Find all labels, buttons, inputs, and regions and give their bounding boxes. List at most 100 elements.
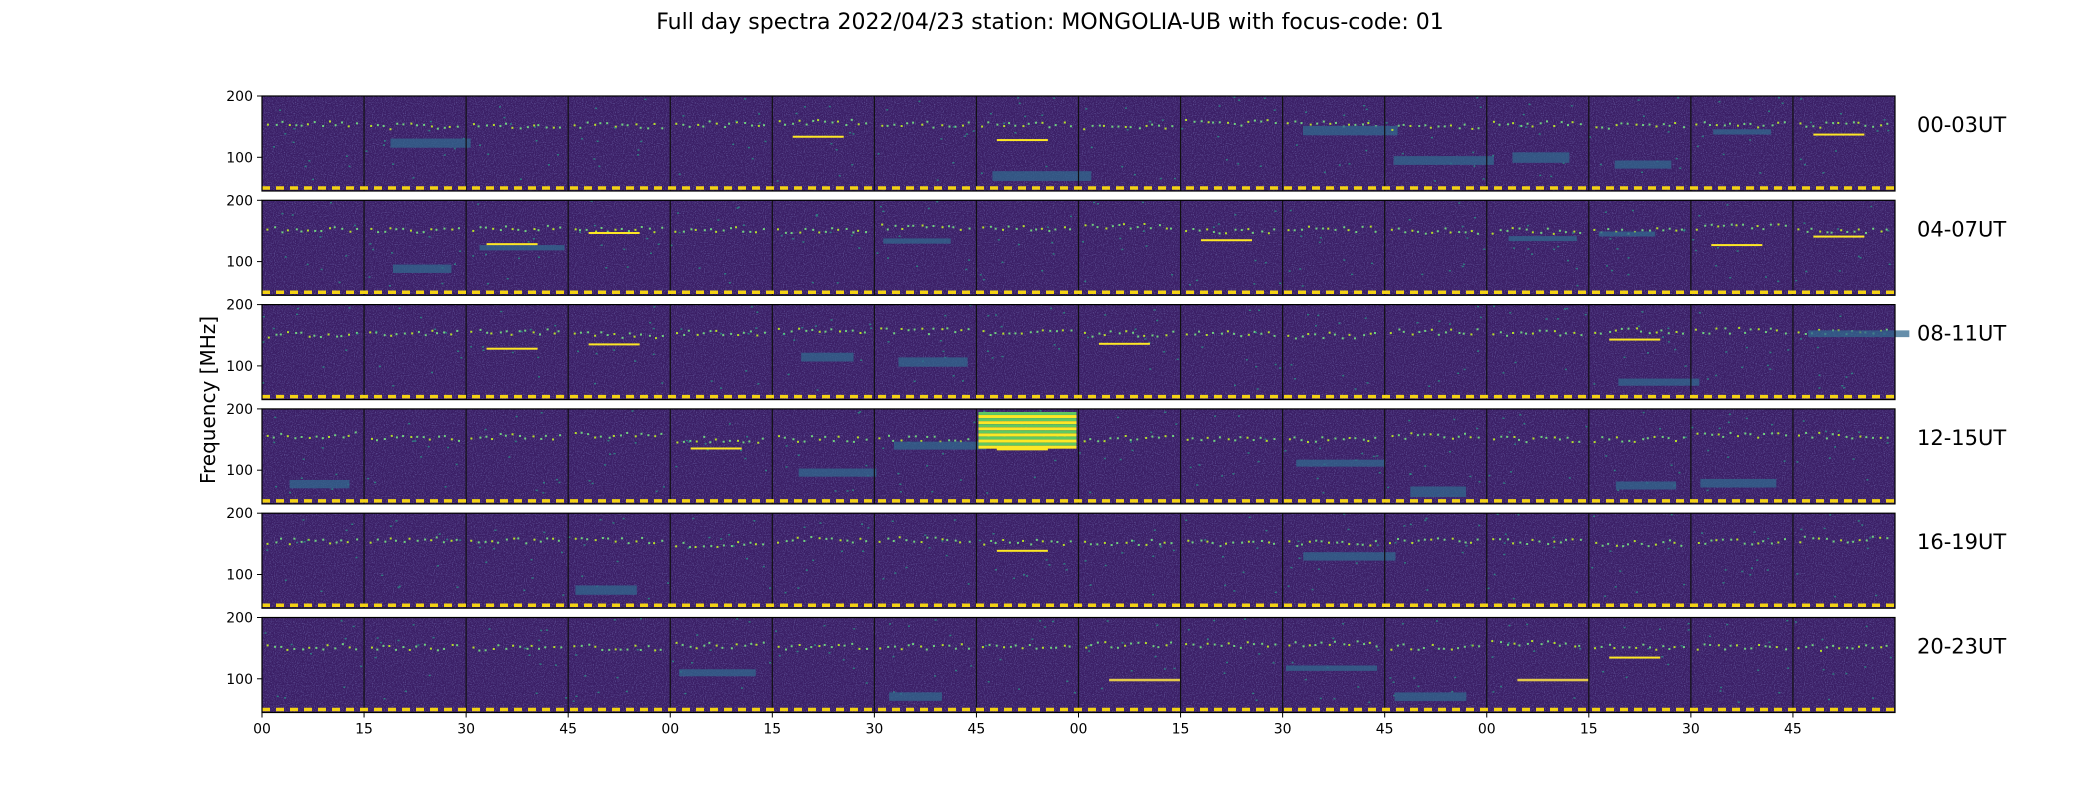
emission-dot xyxy=(722,440,725,443)
noise-pixel xyxy=(1189,466,1192,469)
emission-dot xyxy=(1709,643,1712,646)
emission-dot xyxy=(1865,539,1868,542)
noise-pixel xyxy=(266,549,269,551)
emission-dot xyxy=(1458,127,1461,130)
emission-dot xyxy=(293,647,296,650)
emission-dot xyxy=(1852,121,1855,124)
emission-dot xyxy=(1785,648,1788,651)
emission-dot xyxy=(1449,124,1452,127)
noise-pixel xyxy=(1642,115,1645,118)
emission-dot xyxy=(1130,642,1133,645)
emission-dot xyxy=(517,228,520,231)
noise-pixel xyxy=(840,550,843,553)
noise-pixel xyxy=(867,527,870,529)
emission-dot xyxy=(912,643,915,646)
noise-pixel xyxy=(428,236,431,238)
emission-dot xyxy=(579,126,582,129)
noise-pixel xyxy=(987,681,990,683)
noise-pixel xyxy=(1322,492,1325,494)
emission-dot xyxy=(1396,644,1399,647)
noise-pixel xyxy=(1589,136,1592,138)
spectrum-segment xyxy=(1084,529,1175,596)
emission-dot xyxy=(1329,122,1332,125)
emission-dot xyxy=(510,333,513,336)
emission-dot xyxy=(818,438,821,441)
noise-pixel xyxy=(1771,423,1774,426)
emission-dot xyxy=(762,124,765,127)
emission-dot xyxy=(1559,541,1562,544)
emission-dot xyxy=(1621,440,1624,443)
noise-pixel xyxy=(1832,673,1835,675)
emission-dot xyxy=(1014,332,1017,335)
noise-pixel xyxy=(1354,388,1357,390)
emission-dot xyxy=(1253,119,1256,122)
emission-dot xyxy=(1374,540,1377,543)
spectrum-segment xyxy=(1797,315,1910,389)
emission-dot xyxy=(545,126,548,129)
noise-pixel xyxy=(965,268,968,271)
noise-pixel xyxy=(1887,229,1890,232)
emission-dot xyxy=(1369,544,1372,547)
noise-pixel xyxy=(1661,655,1664,658)
emission-band xyxy=(679,669,756,677)
noise-pixel xyxy=(1803,163,1806,166)
spectrum-segment xyxy=(1799,98,1890,174)
noise-pixel xyxy=(1552,536,1555,539)
emission-dot xyxy=(1704,432,1707,435)
noise-pixel xyxy=(281,212,284,215)
emission-dot xyxy=(988,643,991,646)
noise-pixel xyxy=(853,628,856,630)
emission-dot xyxy=(1129,227,1132,230)
emission-dot xyxy=(286,435,289,438)
emission-dot xyxy=(1811,436,1814,439)
noise-pixel xyxy=(514,440,517,443)
emission-dot xyxy=(1020,332,1023,335)
emission-dot xyxy=(960,329,963,332)
emission-dot xyxy=(1165,227,1168,230)
noise-pixel xyxy=(649,252,652,255)
noise-pixel xyxy=(532,237,535,240)
noise-pixel xyxy=(1545,318,1548,320)
noise-pixel xyxy=(1073,691,1076,694)
emission-dot xyxy=(1668,124,1671,127)
emission-dot xyxy=(436,332,439,335)
emission-dot xyxy=(395,648,398,651)
noise-pixel xyxy=(493,547,496,550)
emission-dot xyxy=(654,649,657,652)
emission-dot xyxy=(843,644,846,647)
emission-dot xyxy=(272,436,275,439)
emission-dot xyxy=(333,226,336,229)
emission-dot xyxy=(430,539,433,542)
noise-pixel xyxy=(639,617,642,620)
emission-dot xyxy=(1315,539,1318,542)
emission-dot xyxy=(1334,437,1337,440)
emission-dot xyxy=(1090,644,1093,647)
noise-pixel xyxy=(1616,248,1619,250)
noise-pixel xyxy=(300,477,303,479)
noise-pixel xyxy=(1843,386,1846,389)
spectrum-segment xyxy=(1796,420,1889,481)
emission-dot xyxy=(1348,123,1351,126)
emission-dot xyxy=(1293,229,1296,232)
emission-dot xyxy=(546,537,549,540)
spectrum-segment xyxy=(470,412,562,494)
noise-pixel xyxy=(1706,378,1709,380)
emission-dot xyxy=(1003,125,1006,128)
emission-dot xyxy=(687,329,690,332)
spectrum-segment xyxy=(979,215,1073,281)
emission-dot xyxy=(1034,121,1037,124)
emission-dot xyxy=(321,437,324,440)
emission-dot xyxy=(845,330,848,333)
noise-pixel xyxy=(1818,387,1821,389)
emission-dot xyxy=(504,225,507,228)
noise-pixel xyxy=(1833,595,1836,598)
emission-dot xyxy=(348,333,351,336)
emission-dot xyxy=(1737,435,1740,438)
emission-dot xyxy=(885,327,888,330)
emission-dot xyxy=(1362,438,1365,441)
spectrum-segment xyxy=(675,423,768,472)
noise-pixel xyxy=(1866,547,1869,550)
noise-pixel xyxy=(1824,430,1827,433)
emission-dot xyxy=(690,228,693,231)
noise-pixel xyxy=(1613,469,1616,472)
